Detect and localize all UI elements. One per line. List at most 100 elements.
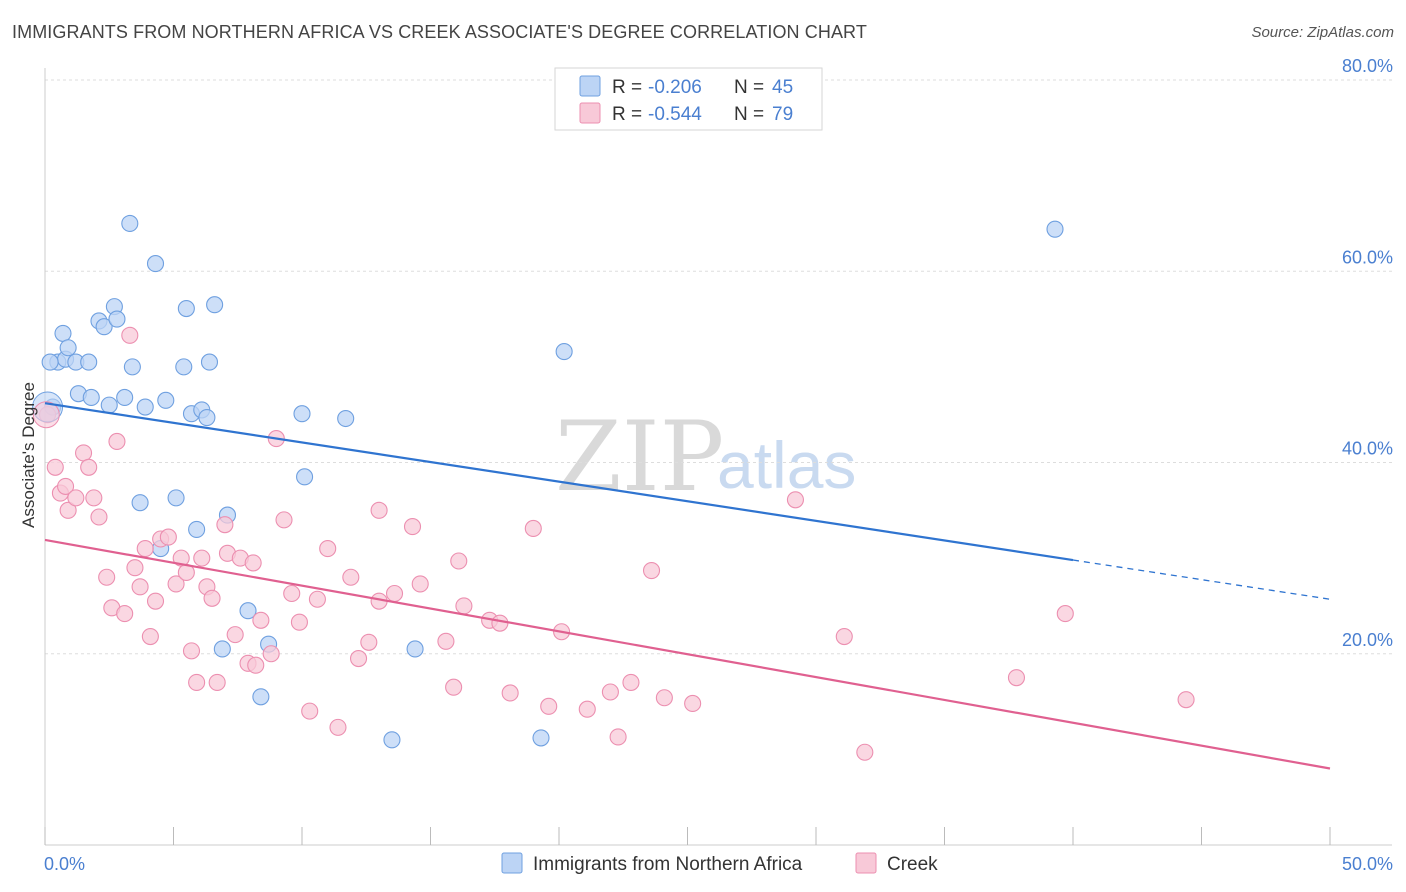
point-northern-africa [54, 324, 72, 342]
point-creek [159, 528, 177, 546]
point-northern-africa [41, 353, 59, 371]
point-northern-africa [80, 353, 98, 371]
point-creek [856, 743, 874, 761]
point-creek [437, 632, 455, 650]
bottom-legend-series-2: Creek [887, 854, 938, 875]
point-creek [247, 656, 265, 674]
point-northern-africa [167, 489, 185, 507]
point-creek [75, 444, 93, 462]
legend-r-value-1: -0.206 [648, 77, 702, 98]
legend-r-value-2: -0.544 [648, 104, 702, 125]
watermark-zip: ZIP [555, 401, 724, 513]
point-northern-africa [121, 214, 139, 232]
y-tick-label: 80.0% [1342, 56, 1393, 76]
point-creek [59, 501, 77, 519]
point-northern-africa [157, 391, 175, 409]
tick-labels: 20.0% 40.0% 60.0% 80.0% 0.0% 50.0% [44, 56, 1393, 874]
point-creek [90, 508, 108, 526]
point-creek [786, 491, 804, 509]
point-creek [1007, 669, 1026, 687]
point-creek [226, 626, 244, 644]
point-northern-africa [100, 396, 118, 414]
point-creek [108, 432, 126, 451]
bottom-legend-swatch-blue [501, 852, 523, 874]
x-tick-label: 50.0% [1342, 854, 1393, 874]
legend-r-label-1: R = [612, 77, 642, 98]
series-legend: Immigrants from Northern Africa Creek [501, 852, 938, 875]
y-tick-label: 40.0% [1342, 439, 1393, 459]
point-creek [116, 605, 134, 623]
point-creek [121, 326, 139, 344]
point-creek [411, 575, 429, 593]
point-creek [67, 489, 85, 507]
point-creek [85, 489, 103, 507]
legend-n-label-2: N = [734, 104, 764, 125]
axes [44, 68, 1392, 846]
point-creek [208, 673, 226, 691]
point-creek [167, 575, 185, 593]
point-creek [524, 519, 542, 538]
y-tick-label: 60.0% [1342, 247, 1393, 267]
point-creek [609, 728, 627, 746]
point-creek [319, 540, 337, 558]
point-creek [403, 518, 422, 536]
point-creek [98, 568, 116, 586]
legend-swatch-pink [579, 102, 601, 124]
point-creek [684, 694, 702, 713]
point-creek [1177, 691, 1195, 709]
point-northern-africa [1046, 220, 1064, 238]
point-creek [252, 611, 270, 629]
point-creek [203, 589, 221, 607]
point-creek [182, 642, 201, 660]
point-northern-africa [213, 640, 231, 658]
point-creek [601, 683, 619, 701]
point-creek [80, 458, 98, 476]
point-creek [501, 684, 519, 702]
point-creek [46, 458, 64, 476]
point-northern-africa [206, 296, 224, 314]
point-northern-africa [555, 343, 573, 361]
point-creek [244, 554, 262, 572]
point-northern-africa [200, 353, 219, 371]
trend-line-northern-africa-extension [1072, 559, 1331, 600]
bottom-legend-series-1: Immigrants from Northern Africa [533, 854, 803, 875]
point-creek [131, 578, 149, 596]
point-creek [1056, 605, 1074, 623]
point-northern-africa [131, 494, 149, 512]
point-creek [141, 627, 159, 646]
trend-line-creek [44, 538, 1331, 770]
source-credit: Source: ZipAtlas.com [1251, 24, 1394, 41]
point-creek [216, 516, 234, 534]
point-northern-africa [198, 409, 216, 427]
point-creek [540, 697, 558, 715]
point-creek [193, 549, 211, 567]
legend-r-label-2: R = [612, 104, 642, 125]
point-northern-africa [146, 255, 165, 273]
data-points [32, 214, 1195, 761]
point-creek [655, 689, 673, 707]
legend-n-value-2: 79 [772, 104, 793, 125]
point-northern-africa [175, 358, 193, 376]
point-creek [290, 613, 308, 631]
point-creek [57, 477, 75, 495]
point-creek [342, 568, 360, 586]
legend-swatch-blue [579, 75, 601, 97]
point-creek [385, 584, 404, 603]
y-tick-label: 20.0% [1342, 630, 1393, 650]
point-northern-africa [252, 688, 270, 706]
point-northern-africa [532, 729, 550, 747]
point-northern-africa [123, 358, 141, 376]
point-northern-africa [177, 299, 195, 318]
point-creek [622, 673, 640, 691]
point-northern-africa [95, 318, 113, 336]
x-tick-label: 0.0% [44, 854, 85, 874]
point-northern-africa [383, 731, 401, 749]
point-northern-africa [116, 388, 134, 407]
stats-legend: R = -0.206 N = 45 R = -0.544 N = 79 [554, 67, 823, 131]
point-creek [126, 559, 144, 577]
point-creek [146, 592, 165, 610]
point-creek [578, 700, 596, 718]
watermark-atlas: atlas [717, 428, 856, 502]
bottom-legend-swatch-pink [855, 852, 877, 874]
